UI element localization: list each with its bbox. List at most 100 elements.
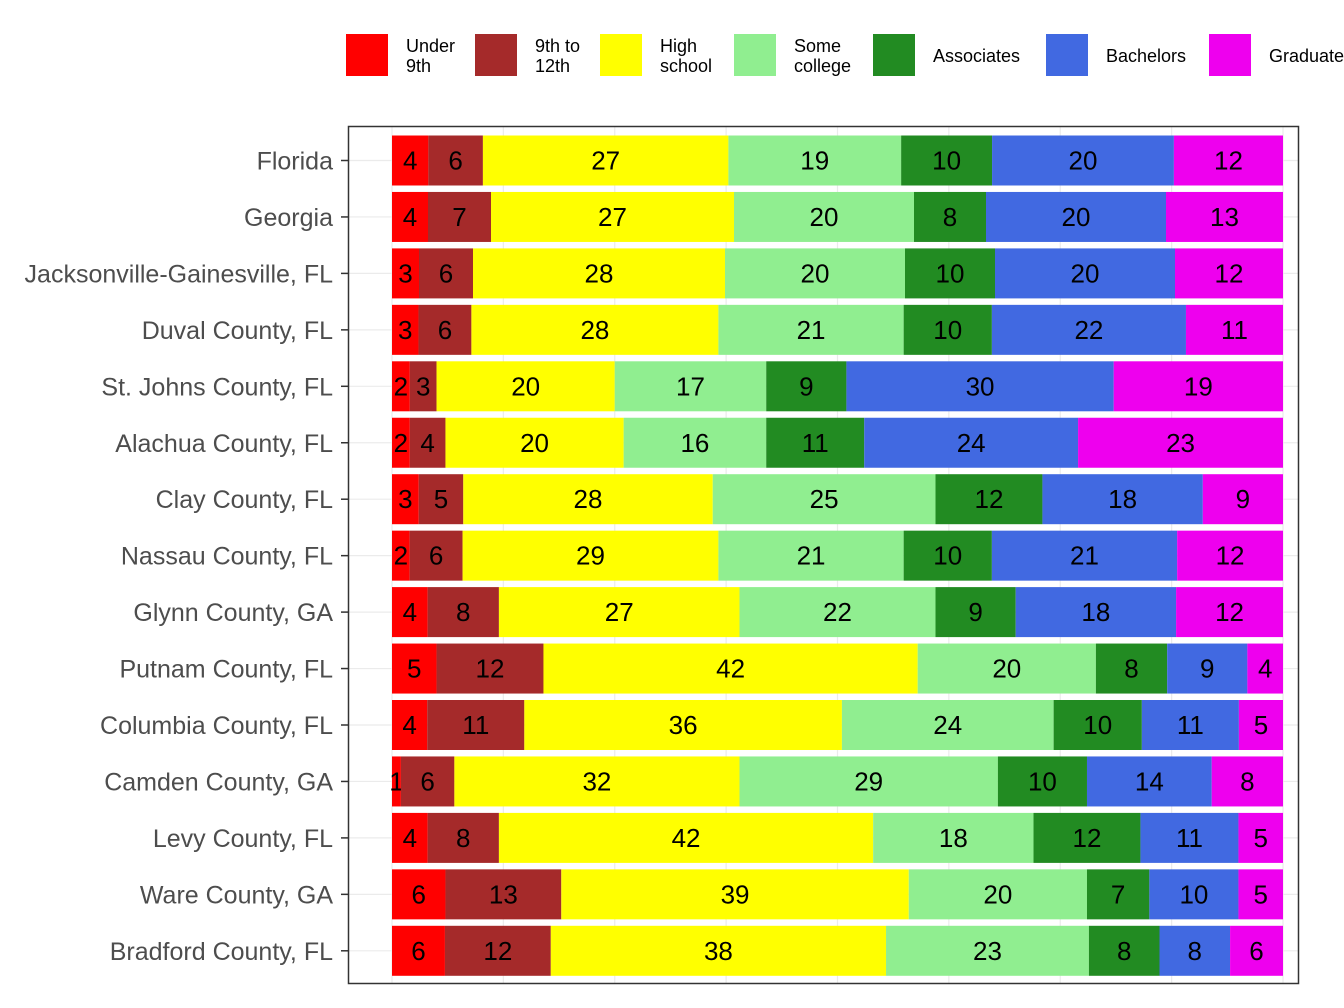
data-label: 6 <box>1249 936 1263 966</box>
data-label: 27 <box>605 597 634 627</box>
bar-segment-high-school <box>524 700 842 750</box>
bar-segment-graduate <box>1113 361 1283 412</box>
data-label: 28 <box>585 258 614 288</box>
bar-segment-graduate <box>1078 417 1283 468</box>
data-label: 19 <box>1184 371 1213 401</box>
legend-label: High school <box>660 36 712 76</box>
legend-item-high-school: High school <box>600 34 712 76</box>
bar-segment-some-college <box>734 191 914 242</box>
bar-segment-associates <box>1053 700 1142 750</box>
data-label: 12 <box>1215 258 1244 288</box>
bar-segment-some-college <box>718 304 904 355</box>
bar-segment-9th-to-12th <box>436 643 544 694</box>
legend-label: Bachelors <box>1106 46 1186 66</box>
bar-segment-high-school <box>498 587 740 638</box>
legend-item-graduate: Graduate <box>1209 34 1344 76</box>
bar-segment-high-school <box>445 417 624 468</box>
data-label: 20 <box>810 202 839 232</box>
data-label: 3 <box>398 315 412 345</box>
bar-segment-graduate <box>1238 869 1283 920</box>
bar-segment-some-college <box>886 925 1089 976</box>
bar-segment-graduate <box>1211 756 1283 807</box>
bar-segment-bachelors <box>1140 812 1239 863</box>
bar-segment-bachelors <box>991 304 1186 355</box>
legend-item-under-9th: Under 9th <box>346 34 455 76</box>
legend-item-some-college: Some college <box>734 34 851 76</box>
bar-segment-some-college <box>873 812 1034 863</box>
bar-segment-high-school <box>543 643 918 694</box>
data-label: 30 <box>966 371 995 401</box>
bar-segment-some-college <box>728 135 902 186</box>
data-label: 11 <box>1177 710 1204 740</box>
bar-segment-high-school <box>436 361 615 412</box>
y-tick-label: Ware County, GA <box>140 881 333 909</box>
data-label: 5 <box>407 654 421 684</box>
data-label: 3 <box>416 371 430 401</box>
legend: Under 9th 9th to 12th High school Some college A… <box>346 34 1344 76</box>
data-label: 12 <box>1215 597 1244 627</box>
data-label: 8 <box>943 202 957 232</box>
bar-segment-under-9th <box>392 474 419 525</box>
data-label: 18 <box>1081 597 1110 627</box>
data-label: 4 <box>420 428 434 458</box>
y-tick-label: Putnam County, FL <box>119 656 333 684</box>
bar-segment-associates <box>935 587 1016 638</box>
data-label: 18 <box>939 823 968 853</box>
data-label: 11 <box>1221 315 1248 345</box>
bar-segment-graduate <box>1238 700 1283 750</box>
bar-segment-9th-to-12th <box>409 530 463 581</box>
bar-segment-graduate <box>1230 925 1283 976</box>
data-label: 20 <box>511 371 540 401</box>
data-label: 25 <box>810 484 839 514</box>
data-label: 9 <box>1236 484 1250 514</box>
bar-segment-under-9th <box>392 361 410 412</box>
y-tick-label: Duval County, FL <box>142 317 333 345</box>
data-label: 23 <box>973 936 1002 966</box>
data-label: 4 <box>403 597 417 627</box>
bar-row-georgia: 4 7 27 20 8 20 13 <box>392 191 1283 242</box>
bar-segment-9th-to-12th <box>418 304 472 355</box>
data-label: 23 <box>1166 428 1195 458</box>
bar-segment-some-college <box>908 869 1087 920</box>
bar-segment-under-9th <box>392 304 419 355</box>
legend-item-9th-to-12th: 9th to 12th <box>475 34 580 76</box>
bar-segment-graduate <box>1166 191 1283 242</box>
bar-segment-associates <box>766 361 847 412</box>
bar-segment-bachelors <box>995 248 1175 299</box>
data-label: 9 <box>968 597 982 627</box>
bar-segment-associates <box>766 417 865 468</box>
data-label: 32 <box>582 766 611 796</box>
bar-segment-associates <box>935 474 1043 525</box>
bar-segment-some-college <box>718 530 904 581</box>
bar-segment-bachelors <box>991 530 1178 581</box>
data-label: 5 <box>1253 879 1267 909</box>
bar-segment-graduate <box>1238 812 1283 863</box>
data-label: 24 <box>957 428 986 458</box>
y-tick-label: Nassau County, FL <box>121 543 333 571</box>
bar-row-bradford-county-fl: 6 12 38 23 8 8 6 <box>392 925 1283 976</box>
bar-segment-associates <box>1088 925 1160 976</box>
y-tick-label: Levy County, FL <box>153 825 333 853</box>
data-label: 20 <box>992 654 1021 684</box>
data-label: 1 <box>389 766 403 796</box>
bar-row-jacksonville-gainesville-fl: 3 6 28 20 10 20 12 <box>392 248 1283 299</box>
data-label: 10 <box>1028 766 1057 796</box>
bar-segment-some-college <box>841 700 1054 750</box>
data-label: 22 <box>823 597 852 627</box>
bar-segment-bachelors <box>1086 756 1212 807</box>
bar-segment-some-college <box>623 417 767 468</box>
bar-segment-bachelors <box>986 191 1166 242</box>
y-tick-label: Columbia County, FL <box>100 712 333 740</box>
bar-segment-under-9th <box>392 643 437 694</box>
data-label: 8 <box>1117 936 1131 966</box>
data-label: 8 <box>456 597 470 627</box>
bar-segment-under-9th <box>392 756 401 807</box>
bar-segment-high-school <box>473 248 725 299</box>
data-label: 10 <box>933 541 962 571</box>
bar-segment-high-school <box>491 191 734 242</box>
bar-segment-9th-to-12th <box>428 135 483 186</box>
data-label: 21 <box>797 315 826 345</box>
y-axis-labels: Florida Georgia Jacksonville-Gainesville, … <box>25 148 348 966</box>
data-label: 4 <box>1258 654 1272 684</box>
bar-segment-some-college <box>739 587 936 638</box>
